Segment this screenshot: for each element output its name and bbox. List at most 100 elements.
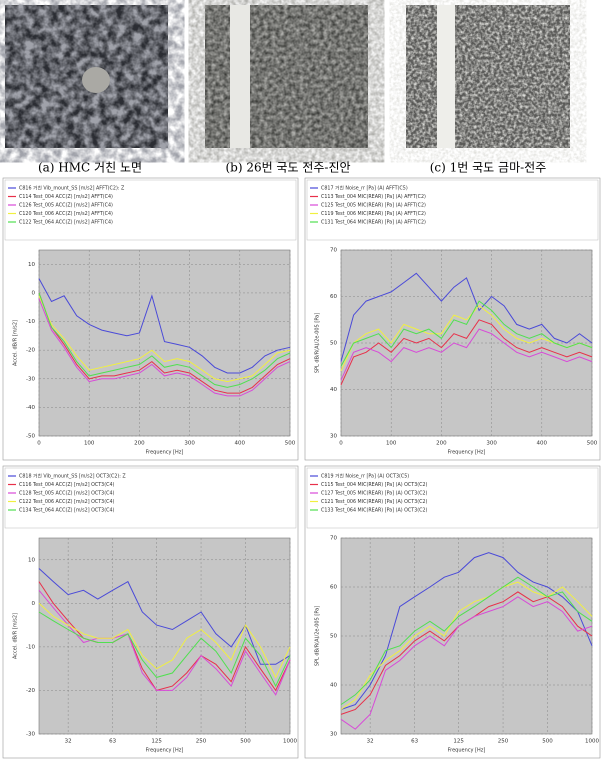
x-tick-label: 500 [587,441,598,447]
y-tick-label: -50 [26,434,35,440]
y-tick-label: -20 [26,348,35,354]
legend-label: C122 Test_006 ACC(Z) [m/s2] OCT3(C4) [19,499,114,505]
legend-label: C131 Test_064 MIC(REAR) [Pa] (A) AFFT(C2… [321,220,426,226]
legend-label: C113 Test_004 MIC(REAR) [Pa] (A) AFFT(C2… [321,194,426,200]
legend-box [306,467,599,529]
x-tick-label: 125 [453,739,464,745]
series-line [340,300,593,367]
y-tick-label: -40 [26,405,35,411]
caption: (c) 1번 국도 금마-전주 [430,161,547,175]
y-tick-label: 70 [330,248,337,254]
chart-panel: C819 거친 Noise_rr [Pa] (A) OCT3(C5) C115 T… [304,465,601,759]
y-tick-label: 10 [28,557,35,563]
legend-label: C133 Test_064 MIC(REAR) [Pa] (A) OCT3(C2… [321,508,428,514]
y-tick-label: -10 [26,644,35,650]
y-tick-label: 30 [330,434,337,440]
legend-label: C817 거친 Noise_rr [Pa] (A) AFFT(C5) [321,185,408,192]
series-line [340,272,593,362]
series-line [340,596,593,730]
legend-label: C121 Test_006 MIC(REAR) [Pa] (A) OCT3(C2… [321,499,428,505]
y-tick-label: 60 [330,585,337,591]
series-line [38,292,291,394]
x-tick-label: 300 [184,441,195,447]
x-tick-label: 500 [240,739,251,745]
y-tick-label: 50 [330,634,337,640]
legend-label: C119 Test_006 MIC(REAR) [Pa] (A) AFFT(C2… [321,211,426,217]
series-line [340,552,593,710]
x-tick-label: 32 [367,739,374,745]
series-line [38,602,291,679]
legend-label: C127 Test_005 MIC(REAR) [Pa] (A) OCT3(C2… [321,491,428,497]
y-tick-label: -20 [26,688,35,694]
x-tick-label: 500 [542,739,553,745]
x-tick-label: 400 [235,441,246,447]
legend-label: C134 Test_064 ACC(Z) [m/s2] OCT3(C4) [19,508,114,514]
legend-label: C126 Test_005 ACC(Z) [m/s2] AFFT(C4) [19,203,113,209]
photo-c [406,5,570,148]
x-tick-label: 63 [109,739,116,745]
chart-panel: C816 거친 Vib_mount_SS [m/s2] AFFT(C2): Z C… [2,177,299,461]
x-axis-label: Frequency [Hz] [146,748,184,754]
x-tick-label: 1000 [585,739,599,745]
legend-label: C818 거친 Vib_mount_SS [m/s2] OCT3(C2): Z [19,473,126,480]
y-axis-label: SPL dB/R(A)/2e-005 [Pa] [315,606,321,666]
series-line [38,568,291,665]
x-tick-label: 100 [386,441,397,447]
x-tick-label: 32 [65,739,72,745]
series-line [340,576,593,706]
series-line [38,292,291,388]
series-line [340,581,593,710]
legend-label: C125 Test_005 MIC(REAR) [Pa] (A) AFFT(C2… [321,203,426,209]
legend-label: C128 Test_005 ACC(Z) [m/s2] OCT3(C4) [19,491,114,497]
y-tick-label: -30 [26,732,35,738]
x-tick-label: 1000 [283,739,297,745]
y-tick-label: 30 [330,732,337,738]
x-tick-label: 125 [151,739,162,745]
x-tick-label: 0 [339,441,343,447]
x-tick-label: 200 [134,441,145,447]
legend-box [4,179,297,241]
y-tick-label: 40 [330,683,337,689]
y-tick-label: 60 [330,294,337,300]
y-axis-label: Accel. dB/R [m/s2] [13,320,19,366]
y-axis-label: SPL dB/R(A)/2e-005 [Pa] [315,313,321,373]
x-tick-label: 100 [84,441,95,447]
x-tick-label: 250 [196,739,207,745]
x-tick-label: 200 [436,441,447,447]
y-tick-label: 50 [330,341,337,347]
series-line [340,328,593,381]
series-line [38,611,291,688]
series-line [38,278,291,374]
series-line [340,305,593,372]
plot-area [38,249,291,437]
legend-label: C122 Test_064 ACC(Z) [m/s2] AFFT(C4) [19,220,113,226]
x-tick-label: 250 [498,739,509,745]
x-tick-label: 300 [486,441,497,447]
y-tick-label: 0 [32,601,36,607]
legend-label: C120 Test_006 ACC(Z) [m/s2] AFFT(C4) [19,211,113,217]
y-tick-label: -10 [26,319,35,325]
legend-label: C115 Test_004 MIC(REAR) [Pa] (A) OCT3(C2… [321,482,428,488]
chart-panel: C817 거친 Noise_rr [Pa] (A) AFFT(C5) C113 T… [304,177,601,461]
series-line [340,319,593,386]
y-tick-label: 0 [32,290,36,296]
legend-label: C819 거친 Noise_rr [Pa] (A) OCT3(C5) [321,473,409,480]
series-line [38,295,291,383]
x-tick-label: 500 [285,441,296,447]
y-tick-label: 10 [28,262,35,268]
legend-label: C116 Test_004 ACC(Z) [m/s2] OCT3(C4) [19,482,114,488]
y-tick-label: 40 [330,387,337,393]
y-tick-label: 70 [330,536,337,542]
photo-a [5,5,168,148]
caption: (a) HMC 거친 노면 [38,161,142,175]
legend-box [4,467,297,529]
legend-box [306,179,599,241]
y-axis-label: Accel. dB/R [m/s2] [13,613,19,659]
series-line [38,581,291,692]
y-tick-label: -30 [26,376,35,382]
x-tick-label: 400 [537,441,548,447]
x-tick-label: 63 [411,739,418,745]
x-axis-label: Frequency [Hz] [146,450,184,456]
plot-area [38,537,291,735]
